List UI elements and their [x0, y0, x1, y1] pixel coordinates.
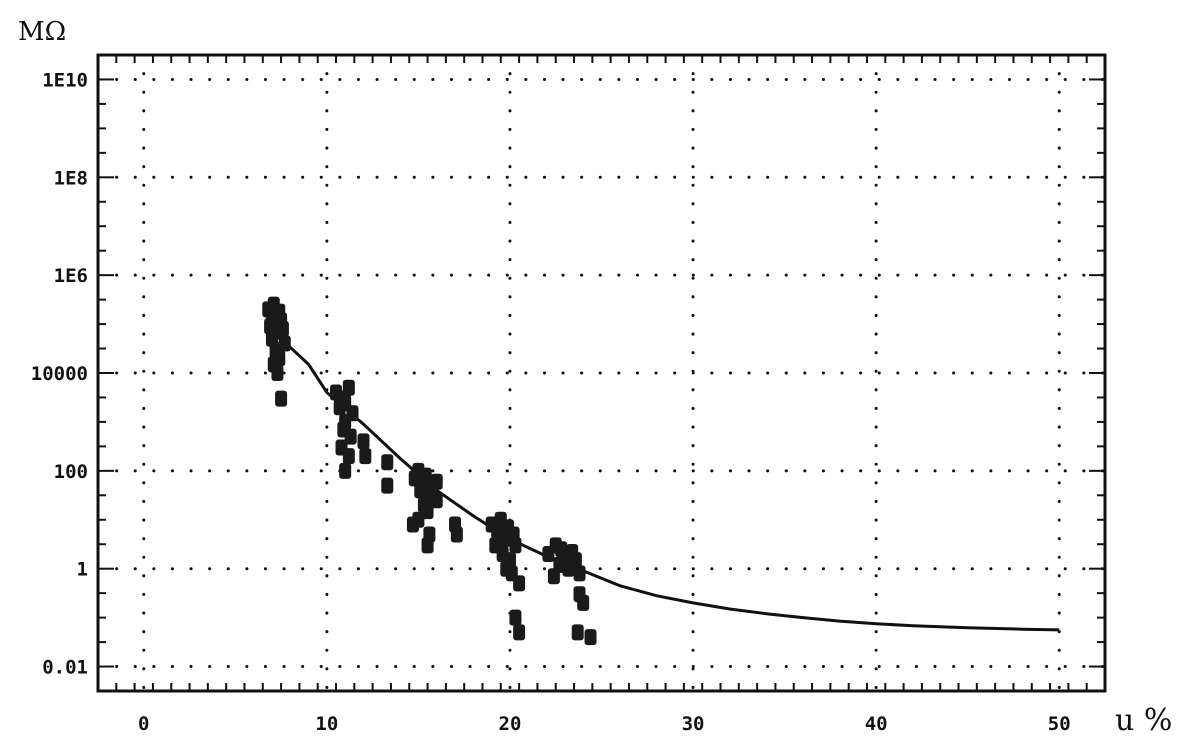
y-tick-label: 10000 [31, 363, 88, 385]
x-axis-unit: u % [1115, 703, 1172, 738]
x-tick-label: 30 [682, 713, 705, 735]
data-point [381, 477, 394, 494]
x-tick-label: 0 [138, 713, 149, 735]
x-tick-label: 40 [865, 713, 888, 735]
data-point [509, 537, 522, 554]
data-point [275, 390, 288, 407]
data-point [342, 448, 355, 465]
data-point [584, 629, 597, 646]
y-tick-label: 1E10 [42, 69, 88, 91]
curve-layer [280, 337, 1060, 632]
y-tick-label: 100 [54, 461, 88, 483]
x-tick-label: 20 [499, 713, 522, 735]
x-tick-label: 10 [315, 713, 338, 735]
data-point [571, 624, 584, 641]
y-tick-label: 1 [77, 559, 88, 581]
data-point [271, 365, 284, 381]
y-axis-unit: MΩ [18, 17, 66, 47]
tick-layer: 0 10 20 30 40 50 0.01 1 100 10000 1E6 1E8 1E10 [31, 54, 1106, 735]
data-point [406, 516, 419, 533]
data-point [573, 565, 586, 582]
data-point [547, 568, 560, 585]
grid-layer [96, 53, 1107, 693]
x-tick-label: 50 [1048, 713, 1071, 735]
data-point [421, 503, 434, 520]
data-point [509, 609, 522, 626]
data-point [264, 318, 277, 335]
data-point [339, 462, 352, 479]
data-point [381, 454, 394, 471]
data-point [569, 552, 582, 569]
data-point [276, 320, 289, 337]
data-point [577, 594, 590, 611]
fit-curve [280, 337, 1060, 632]
data-point [278, 335, 291, 352]
y-tick-label: 0.01 [42, 657, 88, 679]
data-point [414, 482, 427, 499]
data-point [359, 448, 372, 465]
data-point [344, 428, 357, 445]
plot-frame [96, 53, 1107, 693]
data-point [430, 492, 443, 509]
data-point [342, 379, 355, 396]
y-tick-label: 1E8 [54, 167, 88, 189]
data-point [421, 537, 434, 554]
data-point [450, 526, 463, 543]
data-point [333, 399, 346, 416]
data-point [513, 575, 526, 592]
data-point [357, 433, 370, 450]
data-point [430, 473, 443, 490]
data-point [513, 624, 526, 641]
point-layer [262, 296, 597, 646]
y-tick-label: 1E6 [54, 265, 88, 287]
